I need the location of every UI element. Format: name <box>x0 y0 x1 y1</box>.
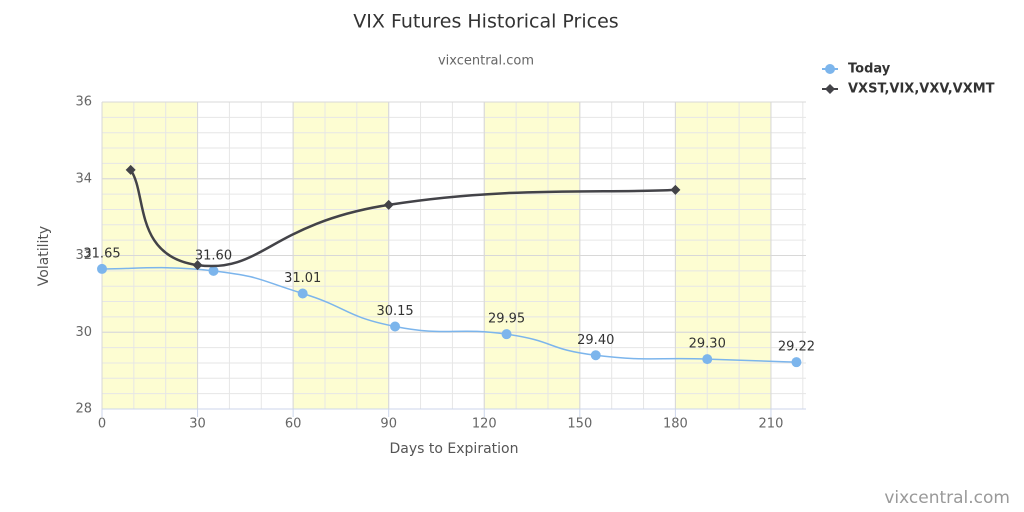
x-tick-label: 180 <box>663 417 688 432</box>
legend-label: VXST,VIX,VXV,VXMT <box>848 82 995 97</box>
x-tick-label: 120 <box>472 417 497 432</box>
data-label: 30.15 <box>376 304 413 319</box>
data-label: 29.40 <box>577 333 614 348</box>
legend-label: Today <box>848 62 891 77</box>
marker <box>670 184 681 195</box>
marker <box>208 265 219 276</box>
x-tick-label: 60 <box>285 417 302 432</box>
data-label: 31.01 <box>284 271 321 286</box>
marker <box>125 164 136 175</box>
legend-marker <box>825 84 835 94</box>
marker <box>501 329 512 340</box>
x-axis-label: Days to Expiration <box>390 441 519 457</box>
y-tick-label: 36 <box>75 95 92 110</box>
x-tick-label: 30 <box>189 417 206 432</box>
data-label: 29.30 <box>689 337 726 352</box>
y-axis-label: Volatility <box>36 226 52 286</box>
watermark: vixcentral.com <box>884 488 1010 508</box>
marker <box>702 354 713 365</box>
y-tick-label: 32 <box>75 248 92 263</box>
x-tick-label: 0 <box>98 417 106 432</box>
chart-title: VIX Futures Historical Prices <box>353 11 618 33</box>
data-label: 31.65 <box>83 246 120 261</box>
series-line <box>129 169 676 268</box>
data-label: 29.22 <box>778 340 815 355</box>
data-label: 29.95 <box>488 312 525 327</box>
marker <box>97 263 107 274</box>
legend-marker <box>825 64 835 74</box>
marker <box>192 260 203 271</box>
marker <box>383 199 394 210</box>
y-tick-label: 34 <box>75 171 92 186</box>
marker <box>390 321 401 332</box>
y-tick-label: 30 <box>75 325 92 340</box>
y-tick-label: 28 <box>75 402 92 417</box>
marker <box>791 357 802 368</box>
data-label: 31.60 <box>195 248 232 263</box>
x-tick-label: 150 <box>567 417 592 432</box>
series-line <box>101 266 797 363</box>
x-tick-label: 90 <box>380 417 397 432</box>
marker <box>590 350 601 361</box>
marker <box>297 288 308 299</box>
x-tick-label: 210 <box>759 417 784 432</box>
chart-subtitle: vixcentral.com <box>438 54 534 69</box>
